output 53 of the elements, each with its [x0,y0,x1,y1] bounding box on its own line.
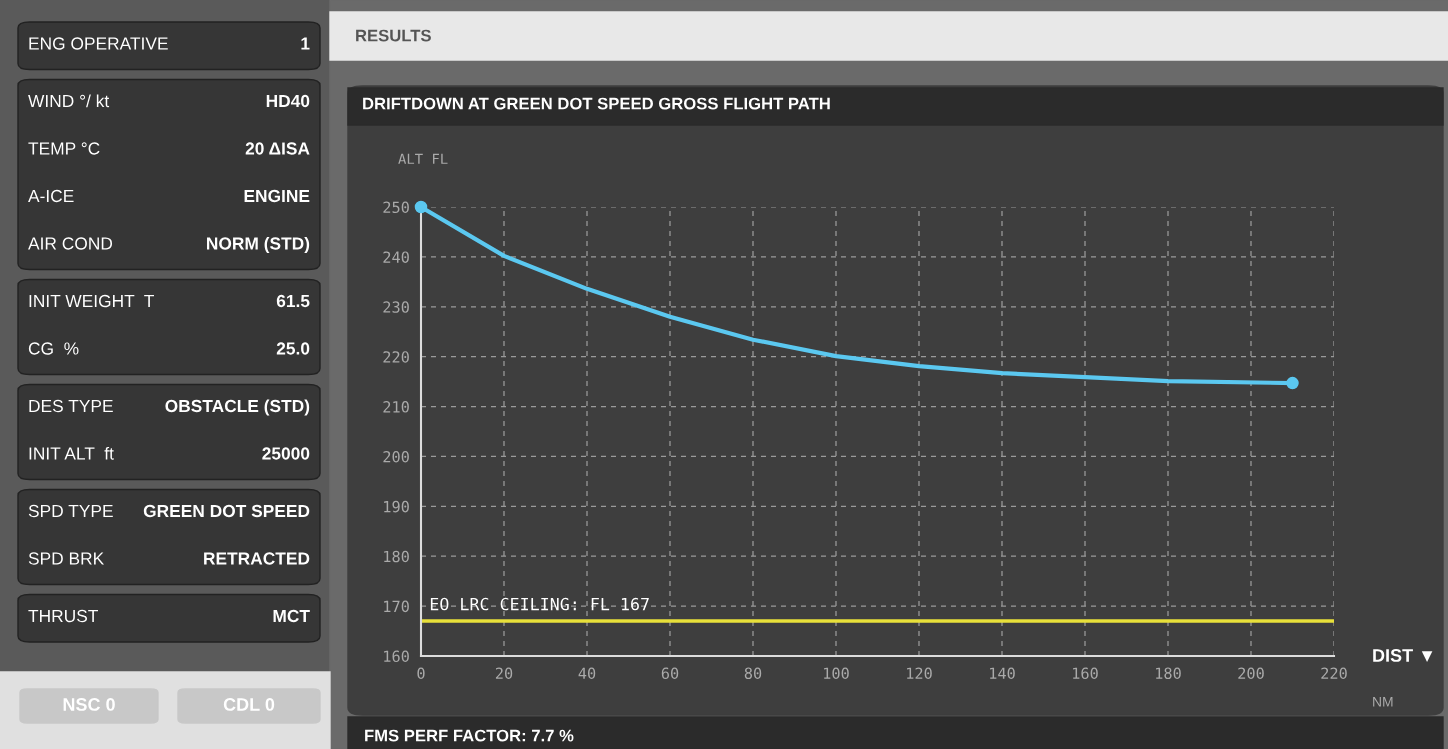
text: INIT WEIGHT T [29,294,154,308]
x-tick-label: 160 [1073,667,1098,680]
text: INIT ALT ft [29,446,114,460]
text: 1 [301,37,310,50]
text: ENG OPERATIVE [29,37,168,50]
text: A-ICE [28,189,74,203]
y-tick-label: 210 [383,401,409,413]
x-tick-label: 0 [417,667,425,680]
y-tick-label: 220 [383,351,409,363]
y-tick-label: 170 [384,600,409,613]
x-tick-label: 180 [1156,667,1181,680]
x-tick-label: 220 [1321,667,1347,680]
text: WIND °/ kt [28,94,110,108]
x-tick-label: 140 [990,667,1015,680]
text: TEMP °C [28,142,100,155]
chart-title: DRIFTDOWN AT GREEN DOT SPEED GROSS FLIGHT PATH [363,97,830,110]
text: NORM (STD) [207,236,310,254]
x-axis-title: DIST ▼ [1373,649,1433,662]
x-tick-label: 80 [744,667,762,680]
text: RESULTS [356,29,431,42]
text: 20 ΔISA [245,142,310,155]
y-tick-label: 190 [384,500,409,513]
text: SPD BRK [28,552,105,565]
text: NM [1373,697,1393,707]
text: HD40 [266,94,310,108]
y-tick-label: 230 [383,301,409,313]
text: SPD TYPE [28,504,113,518]
x-tick-label: 100 [824,667,849,680]
text: AIR COND [28,237,113,250]
text: OBSTACLE (STD) [165,399,310,416]
text: 25000 [262,447,310,460]
y-tick-label: 180 [384,550,409,563]
text: MCT [273,609,310,623]
text: CG % [28,342,79,355]
y-tick-label: 200 [383,450,409,463]
y-axis-title: ALT FL [398,153,448,164]
y-tick-label: 160 [384,650,409,663]
text: DES TYPE [29,399,113,413]
x-tick-label: 120 [907,667,932,680]
y-tick-label: 240 [383,251,409,263]
ref-line-label: EO LRC CEILING: FL 167 [430,597,649,611]
text: FMS PERF FACTOR: 7.7 % [365,729,574,742]
text: THRUST [28,609,99,623]
x-tick-label: 200 [1238,667,1264,680]
text: ENGINE [244,189,310,203]
x-tick-label: 40 [578,667,596,680]
text: 61.5 [276,294,310,308]
text: GREEN DOT SPEED [143,504,310,518]
text: RETRACTED [204,552,310,565]
text: 25.0 [276,342,310,355]
x-tick-label: 60 [661,667,679,680]
x-tick-label: 20 [495,667,513,680]
y-tick-label: 250 [383,201,409,214]
